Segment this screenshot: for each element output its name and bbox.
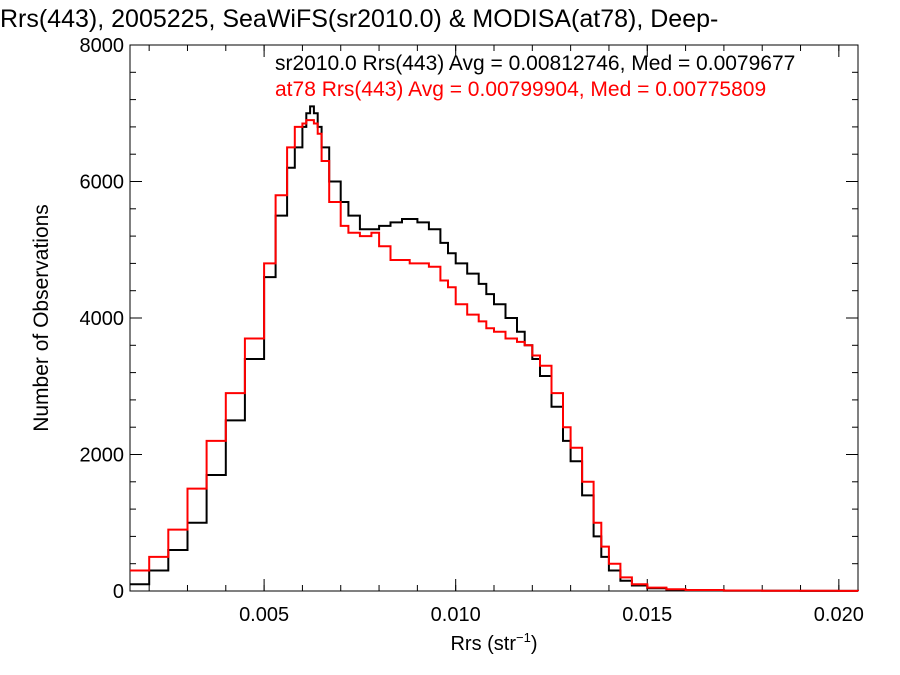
series-layer bbox=[130, 105, 859, 592]
x-axis-label-close: ) bbox=[531, 633, 538, 655]
x-tick-label: 0.020 bbox=[814, 604, 864, 626]
y-tick-label: 8000 bbox=[80, 35, 125, 57]
x-axis-label: Rrs (str−1) bbox=[450, 630, 537, 655]
x-axis-label-exponent: −1 bbox=[516, 630, 531, 645]
y-tick-label: 2000 bbox=[80, 445, 125, 467]
x-axis-label-main: Rrs (str bbox=[450, 633, 516, 655]
x-tick-label: 0.005 bbox=[239, 604, 289, 626]
annotation-at78: at78 Rrs(443) Avg = 0.00799904, Med = 0.… bbox=[275, 78, 766, 101]
y-tick-label: 0 bbox=[113, 581, 124, 603]
x-tick-label: 0.010 bbox=[431, 604, 481, 626]
annotation-sr2010: sr2010.0 Rrs(443) Avg = 0.00812746, Med … bbox=[275, 52, 795, 75]
y-tick-label: 6000 bbox=[80, 172, 125, 194]
y-tick-label: 4000 bbox=[80, 308, 125, 330]
chart-title: Rrs(443), 2005225, SeaWiFS(sr2010.0) & M… bbox=[0, 5, 718, 33]
x-axis: 0.005 0.010 0.015 0.020 bbox=[148, 45, 864, 626]
series-sr2010-0-line bbox=[130, 105, 859, 592]
y-axis: 0 2000 4000 6000 8000 bbox=[80, 35, 858, 603]
x-tick-label: 0.015 bbox=[622, 604, 672, 626]
y-axis-label: Number of Observations bbox=[30, 204, 53, 432]
plot-frame bbox=[129, 44, 859, 592]
series-at78-line bbox=[130, 119, 859, 592]
